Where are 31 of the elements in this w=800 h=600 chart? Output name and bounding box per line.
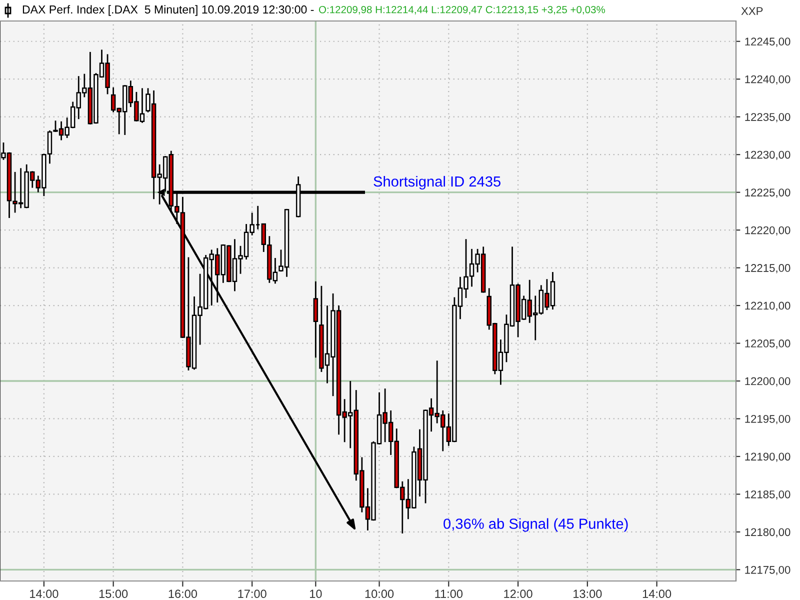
- y-tick-label: 12220,00: [745, 226, 790, 236]
- y-tick-label: 12185,00: [745, 490, 790, 500]
- chart-subtitle: O:12209,98 H:12214,44 L:12209,47 C:12213,15 +3,25 +0,03%: [318, 6, 606, 14]
- x-tick-label: 12:00: [504, 590, 532, 598]
- y-tick-label: 12245,00: [745, 38, 790, 47]
- annotation: 0,36% ab Signal (45 Punkte): [444, 518, 628, 532]
- x-tick-label: 13:00: [574, 590, 602, 598]
- x-tick-label: 10: [310, 590, 322, 598]
- text: XXP: [741, 7, 763, 15]
- x-tick-label: 14:00: [642, 590, 672, 598]
- y-tick-label: 12235,00: [745, 113, 790, 122]
- x-tick-label: 15:00: [99, 590, 128, 598]
- x-tick-label: 16:00: [168, 590, 198, 598]
- y-tick-label: 12180,00: [745, 528, 790, 538]
- x-tick-label: 14:00: [30, 590, 58, 598]
- y-tick-label: 12205,00: [745, 340, 790, 349]
- y-tick-label: 12190,00: [745, 452, 790, 462]
- y-tick-label: 12195,00: [745, 415, 790, 424]
- y-tick-label: 12240,00: [745, 75, 790, 85]
- y-tick-label: 12230,00: [745, 150, 790, 160]
- y-tick-label: 12215,00: [745, 264, 790, 274]
- ref-line-label: Shortsignal ID 2435: [374, 176, 500, 190]
- x-tick-label: 10:00: [365, 590, 394, 598]
- y-tick-label: 12175,00: [745, 566, 790, 576]
- chart-title: DAX Perf. Index [.DAX 5 Minuten] 10.09.2019 12:30:00 -: [22, 5, 314, 16]
- y-tick-label: 12210,00: [745, 302, 790, 311]
- x-tick-label: 11:00: [435, 590, 463, 598]
- y-tick-label: 12225,00: [745, 188, 790, 198]
- candlestick: [313, 280, 318, 358]
- y-tick-label: 12200,00: [745, 377, 790, 386]
- x-tick-label: 17:00: [238, 590, 266, 598]
